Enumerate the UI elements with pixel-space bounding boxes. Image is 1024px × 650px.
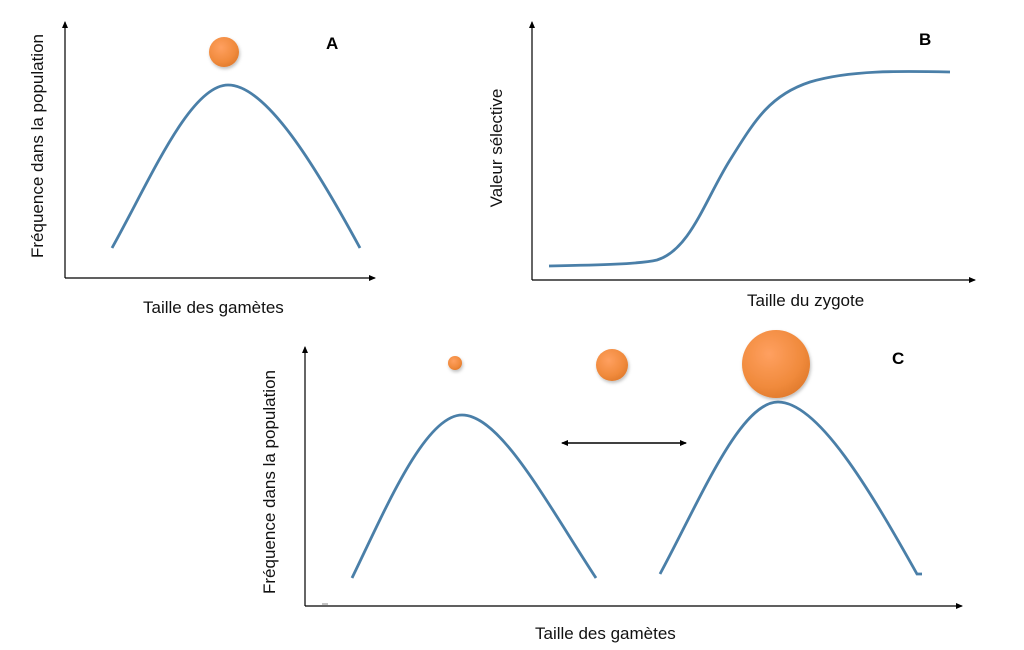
panel-a-y-axis-label: Fréquence dans la population	[28, 34, 47, 258]
panel-c-x-axis-label: Taille des gamètes	[535, 624, 676, 643]
panel-b-y-axis-label: Valeur sélective	[487, 88, 506, 208]
panel-a-letter: A	[326, 34, 339, 53]
panel-a	[62, 21, 376, 281]
panel-c-letter: C	[892, 349, 905, 368]
panel-c-medium-gamete-circle	[596, 349, 628, 381]
panel-c-small-gamete-circle	[448, 356, 462, 370]
panel-a-x-axis-label: Taille des gamètes	[143, 298, 284, 317]
panel-b-letter: B	[919, 30, 932, 49]
panel-c	[302, 330, 963, 609]
panel-a-gamete-circle	[209, 37, 239, 67]
panel-a-frequency-curve	[110, 83, 362, 249]
panel-b-x-axis-label: Taille du zygote	[747, 291, 865, 310]
panel-b	[529, 21, 976, 283]
panel-c-small-gamete-curve	[350, 413, 598, 579]
panel-c-large-gamete-curve	[658, 400, 922, 576]
panel-b-fitness-curve	[548, 70, 951, 268]
panel-c-y-axis-label: Fréquence dans la population	[260, 370, 279, 594]
panel-c-large-gamete-circle	[742, 330, 810, 398]
